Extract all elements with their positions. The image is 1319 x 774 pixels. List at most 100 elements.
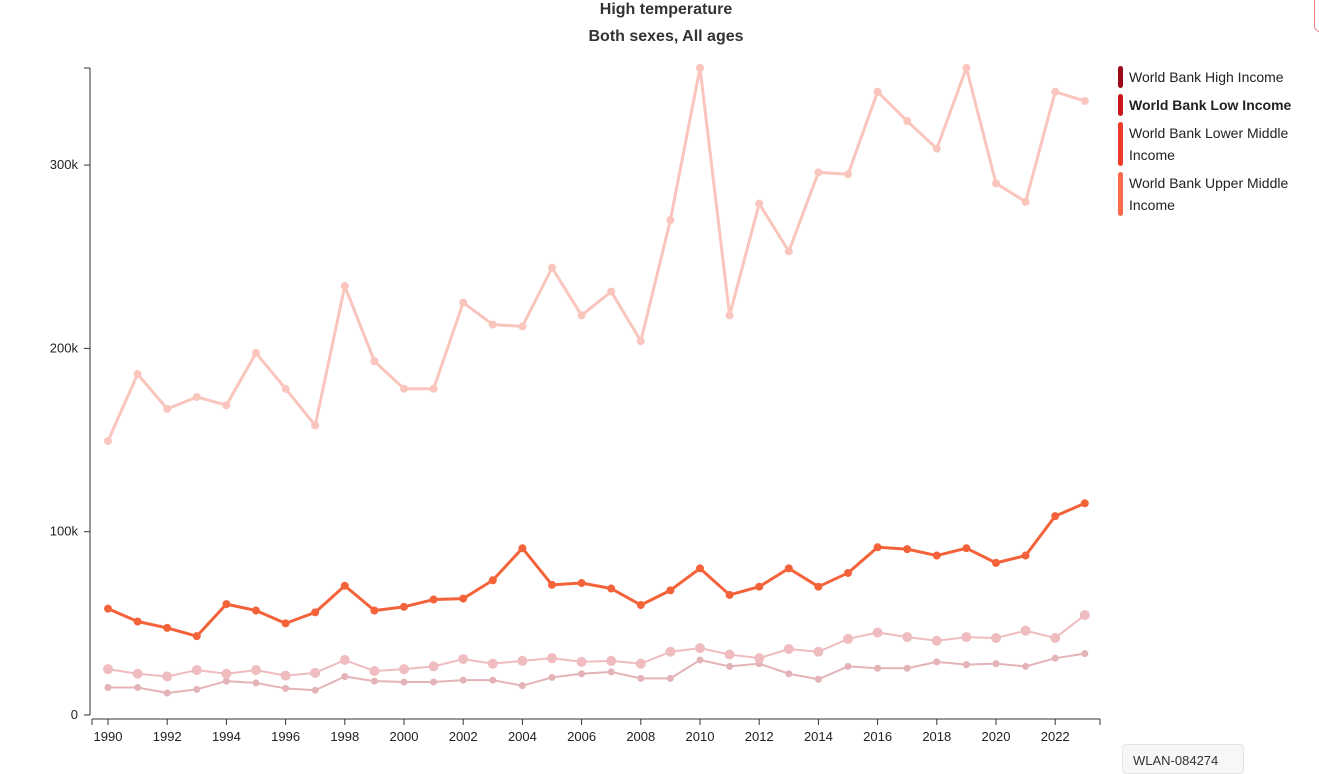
legend-item[interactable]: World Bank Lower Middle Income bbox=[1118, 122, 1308, 166]
data-point bbox=[428, 661, 439, 672]
data-point bbox=[488, 576, 497, 585]
data-point bbox=[636, 337, 645, 346]
data-point bbox=[459, 676, 467, 684]
data-point bbox=[191, 665, 202, 676]
x-tick-label: 2020 bbox=[982, 729, 1011, 744]
x-tick-label: 2018 bbox=[922, 729, 951, 744]
x-tick-label: 1992 bbox=[153, 729, 182, 744]
chart-subtitle: Both sexes, All ages bbox=[588, 28, 744, 45]
data-point bbox=[932, 144, 941, 153]
chart-title: High temperature bbox=[599, 1, 733, 18]
data-point bbox=[311, 608, 320, 617]
data-point bbox=[607, 584, 616, 593]
data-point bbox=[133, 617, 142, 626]
data-point bbox=[429, 384, 438, 393]
data-point bbox=[961, 632, 972, 643]
data-point bbox=[163, 689, 171, 697]
data-point bbox=[1051, 512, 1060, 521]
data-point bbox=[459, 298, 468, 307]
data-point bbox=[606, 655, 617, 666]
data-point bbox=[281, 384, 290, 393]
data-point bbox=[726, 662, 734, 670]
data-point bbox=[192, 392, 201, 401]
data-point bbox=[340, 282, 349, 291]
data-point bbox=[489, 676, 497, 684]
legend-swatch bbox=[1118, 122, 1123, 166]
data-point bbox=[783, 644, 794, 655]
data-point bbox=[134, 684, 142, 692]
legend-item[interactable]: World Bank Low Income bbox=[1118, 94, 1308, 116]
data-point bbox=[104, 436, 112, 445]
x-tick-label: 2014 bbox=[804, 729, 833, 744]
data-point bbox=[487, 658, 498, 669]
data-point bbox=[873, 543, 882, 552]
data-point bbox=[725, 311, 734, 320]
series-line bbox=[108, 652, 1085, 695]
data-point bbox=[400, 602, 408, 611]
data-point bbox=[931, 635, 942, 646]
data-point bbox=[932, 551, 941, 560]
data-point bbox=[903, 664, 911, 672]
data-point bbox=[1050, 633, 1061, 644]
data-point bbox=[252, 606, 260, 615]
data-point bbox=[962, 63, 971, 72]
data-point bbox=[962, 661, 970, 669]
data-point bbox=[724, 649, 735, 660]
data-point bbox=[222, 401, 231, 410]
x-tick-label: 2022 bbox=[1041, 729, 1070, 744]
data-point bbox=[132, 668, 143, 679]
legend-item[interactable]: World Bank Upper Middle Income bbox=[1118, 172, 1308, 216]
y-tick-label: 100k bbox=[50, 524, 79, 539]
data-point bbox=[635, 658, 646, 669]
data-point bbox=[103, 664, 113, 675]
data-point bbox=[370, 606, 379, 615]
data-point bbox=[1080, 96, 1089, 105]
x-tick-label: 2004 bbox=[508, 729, 537, 744]
data-point bbox=[252, 348, 260, 357]
data-point bbox=[429, 595, 438, 604]
data-point bbox=[133, 370, 142, 379]
data-point bbox=[1080, 499, 1089, 508]
x-tick-label: 1994 bbox=[212, 729, 241, 744]
data-point bbox=[1081, 650, 1089, 658]
data-point bbox=[754, 653, 765, 664]
data-point bbox=[399, 664, 409, 675]
data-point bbox=[192, 632, 201, 641]
data-point bbox=[310, 667, 321, 678]
data-point bbox=[518, 682, 526, 690]
data-point bbox=[1051, 87, 1060, 96]
data-point bbox=[339, 655, 350, 666]
data-point bbox=[548, 580, 556, 589]
data-point bbox=[636, 601, 645, 610]
data-point bbox=[903, 117, 912, 126]
series-world-bank-lower-middle-income bbox=[104, 63, 1089, 445]
data-point bbox=[666, 216, 675, 225]
data-point bbox=[1021, 197, 1030, 206]
data-point bbox=[104, 604, 112, 613]
data-point bbox=[607, 287, 616, 296]
data-point bbox=[843, 633, 853, 644]
data-point bbox=[755, 582, 764, 591]
data-point bbox=[430, 678, 438, 686]
series-world-bank-upper-middle-income bbox=[103, 610, 1090, 682]
data-point bbox=[163, 623, 172, 632]
data-point bbox=[785, 670, 793, 678]
data-point bbox=[576, 656, 587, 667]
x-tick-label: 2016 bbox=[863, 729, 892, 744]
data-point bbox=[992, 660, 1000, 668]
data-point bbox=[992, 558, 1000, 567]
data-point bbox=[251, 665, 261, 676]
tooltip: WLAN-084274 bbox=[1122, 744, 1244, 774]
data-point bbox=[222, 677, 230, 685]
legend-label: World Bank Lower Middle Income bbox=[1129, 125, 1289, 163]
data-point bbox=[311, 686, 319, 694]
data-point bbox=[844, 662, 852, 670]
legend-item[interactable]: World Bank High Income bbox=[1118, 66, 1308, 88]
y-tick-label: 200k bbox=[50, 340, 79, 355]
data-point bbox=[755, 199, 764, 208]
data-point bbox=[725, 590, 734, 599]
series-world-bank-low-income bbox=[104, 499, 1089, 641]
data-point bbox=[992, 179, 1000, 188]
data-point bbox=[104, 684, 112, 692]
